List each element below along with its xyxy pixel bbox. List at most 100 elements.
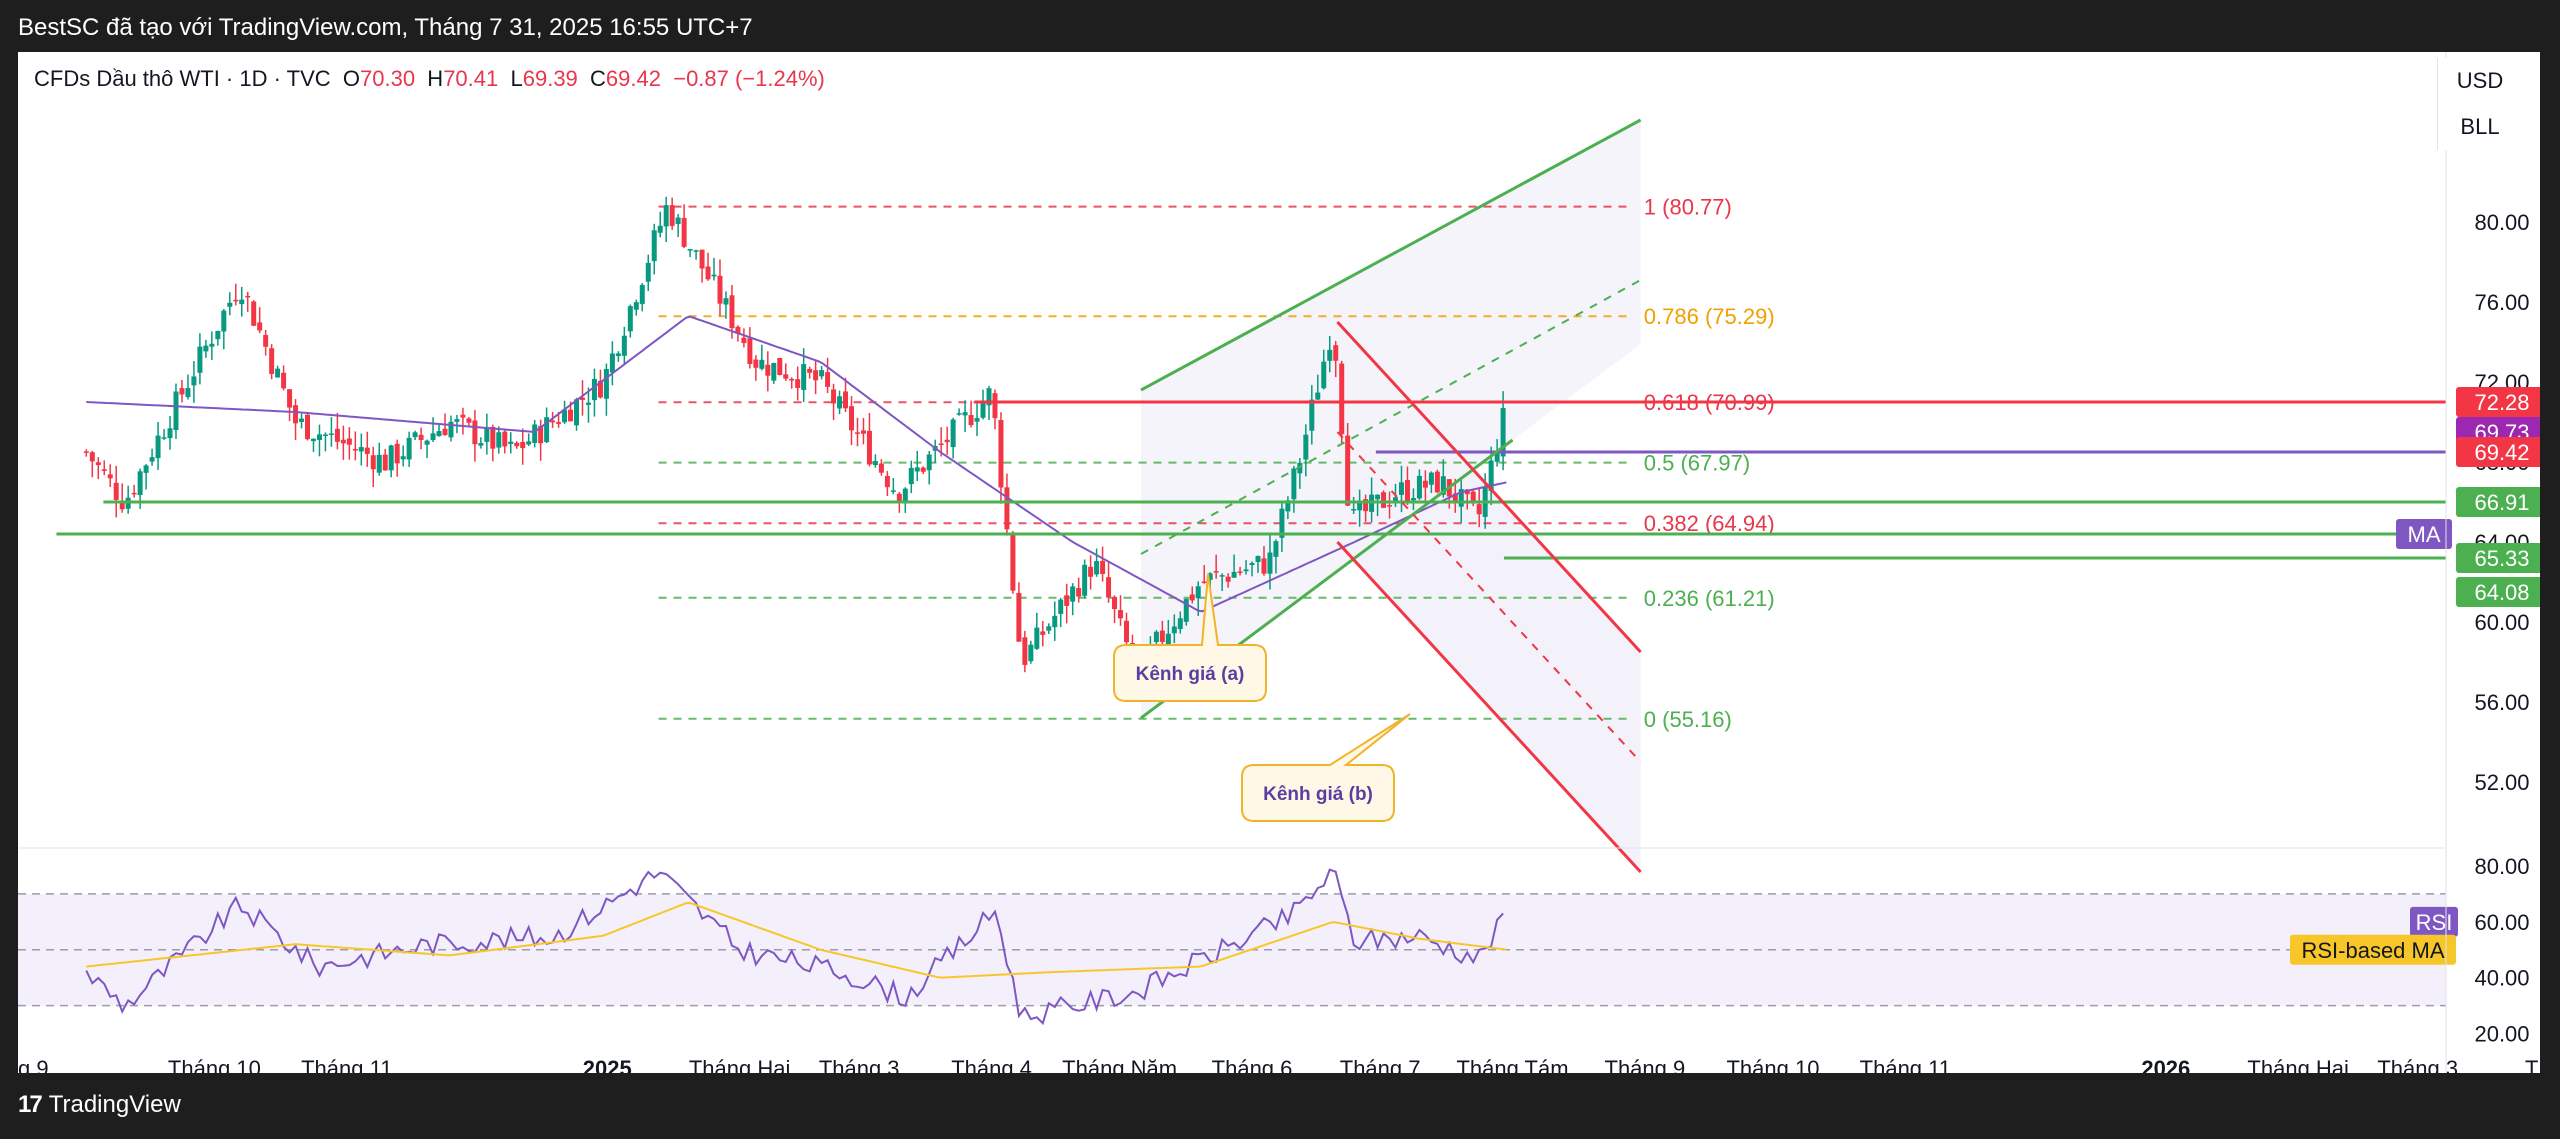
candle-body <box>448 421 454 438</box>
candle-body <box>275 368 281 378</box>
candle-body <box>496 432 502 448</box>
candle-body <box>328 433 334 435</box>
candle-body <box>424 440 430 445</box>
candle-body <box>131 492 137 495</box>
candle-body <box>669 205 675 226</box>
tradingview-logo[interactable]: 17 TradingView <box>18 1091 181 1119</box>
price-label-text: 65.33 <box>2474 546 2529 571</box>
candle-body <box>1476 504 1482 515</box>
candle-body <box>591 378 597 401</box>
candle-body <box>239 299 245 305</box>
candle-body <box>621 335 627 356</box>
time-axis-tick: Tháng 9 <box>1605 1056 1686 1073</box>
fib-level-label: 0.382 (64.94) <box>1644 511 1775 536</box>
candle-body <box>484 427 490 442</box>
candle-body <box>1183 599 1189 622</box>
time-axis-tick: Tháng Hai <box>689 1056 791 1073</box>
candle-body <box>1321 361 1327 389</box>
currency-unit[interactable]: USD <box>2456 68 2504 93</box>
candle-body <box>1363 499 1369 512</box>
candle-body <box>1153 631 1159 643</box>
time-axis-tick: Tháng 4 <box>951 1056 1032 1073</box>
close-value: 69.42 <box>605 66 661 91</box>
time-axis-tick: Tháng 6 <box>1212 1056 1293 1073</box>
snapshot-title: BestSC đã tạo với TradingView.com, Tháng… <box>18 14 753 41</box>
rsi-line <box>85 868 1504 1026</box>
fib-level-label: 0 (55.16) <box>1644 707 1732 732</box>
price-label-text: 72.28 <box>2474 390 2529 415</box>
footer-bar: 17 TradingView <box>0 1073 2560 1139</box>
candle-body <box>1291 468 1297 500</box>
candle-body <box>1422 480 1428 488</box>
candle-body <box>89 452 95 462</box>
candle-body <box>819 370 825 377</box>
candle-body <box>293 405 299 424</box>
candle-body <box>1273 541 1279 557</box>
candle-body <box>568 409 574 422</box>
candle-body <box>514 442 520 447</box>
candle-body <box>825 372 831 387</box>
candle-body <box>789 378 795 381</box>
high-label: H <box>427 66 444 91</box>
candle-body <box>1207 573 1213 580</box>
candle-body <box>370 455 376 470</box>
candle-body <box>490 426 496 449</box>
chart-canvas[interactable]: 1 (80.77)0.786 (75.29)0.618 (70.99)0.5 (… <box>18 52 2540 1073</box>
candle-body <box>466 418 472 423</box>
candle-body <box>460 414 466 418</box>
candle-body <box>1100 560 1106 575</box>
candle-body <box>478 443 484 446</box>
candle-body <box>1016 592 1022 642</box>
time-axis-tick: Thán <box>2525 1056 2540 1073</box>
candle-body <box>1159 630 1165 642</box>
candle-body <box>1052 615 1058 628</box>
candle-body <box>257 322 263 331</box>
candle-body <box>711 274 717 277</box>
candle-body <box>765 364 771 376</box>
candle-body <box>287 389 293 408</box>
symbol-legend[interactable]: CFDs Dầu thô WTI · 1D · TVC O70.30 H70.4… <box>34 66 825 92</box>
time-axis-tick: 2025 <box>583 1056 632 1073</box>
candle-body <box>310 438 316 442</box>
candle-body <box>849 406 855 431</box>
title-bar: BestSC đã tạo với TradingView.com, Tháng… <box>0 0 2560 52</box>
candle-body <box>1076 588 1082 597</box>
symbol-name[interactable]: CFDs Dầu thô WTI · 1D · TVC <box>34 66 331 91</box>
time-axis-tick: g 9 <box>18 1056 49 1073</box>
candle-body <box>1123 620 1129 643</box>
candle-body <box>795 379 801 388</box>
candle-body <box>334 428 340 442</box>
candle-body <box>191 376 197 386</box>
candle-body <box>1022 637 1028 665</box>
channel-b-upper-line <box>1336 320 1642 654</box>
candle-body <box>896 493 902 503</box>
currency-sub[interactable]: BLL <box>2460 114 2500 139</box>
currency-selector[interactable]: USD BLL <box>2437 58 2522 150</box>
candle-body <box>1225 576 1231 582</box>
candle-body <box>245 295 251 298</box>
candle-body <box>705 266 711 280</box>
candle-body <box>1452 493 1458 503</box>
candle-body <box>1404 479 1410 502</box>
candle-body <box>783 374 789 379</box>
candle-body <box>436 431 442 437</box>
price-label-text: 69.42 <box>2474 440 2529 465</box>
candle-body <box>1040 631 1046 635</box>
channel-b-mid-line <box>1336 431 1642 763</box>
candle-body <box>890 490 896 492</box>
time-axis-tick: Tháng 10 <box>168 1056 261 1073</box>
rsi-ma-label-text: RSI-based MA <box>2301 938 2444 963</box>
close-label: C <box>590 66 606 91</box>
candle-body <box>305 414 311 440</box>
candle-body <box>454 419 460 422</box>
chart-frame[interactable]: 1 (80.77) 0.786 (75.29) 0.618 (70.99) 0.5 (… <box>18 52 2540 1073</box>
candle-body <box>1494 453 1500 462</box>
candle-body <box>203 345 209 352</box>
rsi-axis-tick: 60.00 <box>2474 910 2529 935</box>
candle-body <box>1213 571 1219 573</box>
candle-body <box>376 454 382 473</box>
channel-a-upper-line <box>1140 118 1642 392</box>
tradingview-logo-icon: 17 <box>18 1091 43 1118</box>
candle-body <box>747 338 753 365</box>
candle-body <box>251 301 257 326</box>
